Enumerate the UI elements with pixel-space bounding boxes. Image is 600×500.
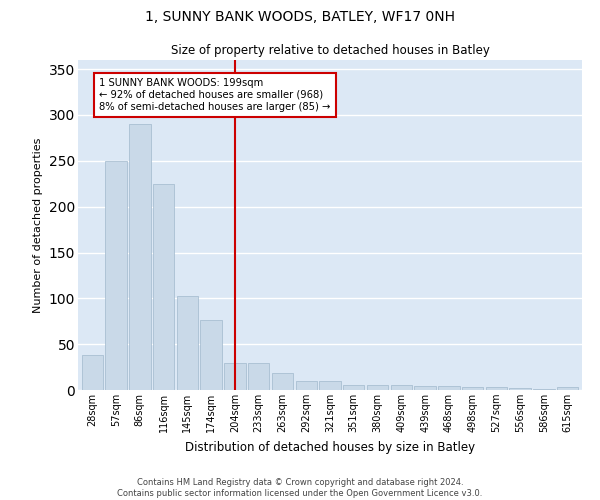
Bar [462,387,484,390]
Bar [391,386,412,390]
Bar [153,184,174,390]
Bar [533,389,554,390]
Bar [438,386,460,390]
Bar [272,372,293,390]
Bar [200,320,222,390]
Bar [248,362,269,390]
Bar [415,386,436,390]
Bar [343,384,364,390]
Bar [296,381,317,390]
Bar [509,388,531,390]
X-axis label: Distribution of detached houses by size in Batley: Distribution of detached houses by size … [185,440,475,454]
Text: 1 SUNNY BANK WOODS: 199sqm
← 92% of detached houses are smaller (968)
8% of semi: 1 SUNNY BANK WOODS: 199sqm ← 92% of deta… [100,78,331,112]
Bar [367,386,388,390]
Title: Size of property relative to detached houses in Batley: Size of property relative to detached ho… [170,44,490,58]
Bar [557,387,578,390]
Text: 1, SUNNY BANK WOODS, BATLEY, WF17 0NH: 1, SUNNY BANK WOODS, BATLEY, WF17 0NH [145,10,455,24]
Y-axis label: Number of detached properties: Number of detached properties [33,138,43,312]
Bar [224,362,245,390]
Bar [82,355,103,390]
Bar [319,381,341,390]
Bar [486,387,507,390]
Bar [176,296,198,390]
Bar [129,124,151,390]
Text: Contains HM Land Registry data © Crown copyright and database right 2024.
Contai: Contains HM Land Registry data © Crown c… [118,478,482,498]
Bar [106,161,127,390]
